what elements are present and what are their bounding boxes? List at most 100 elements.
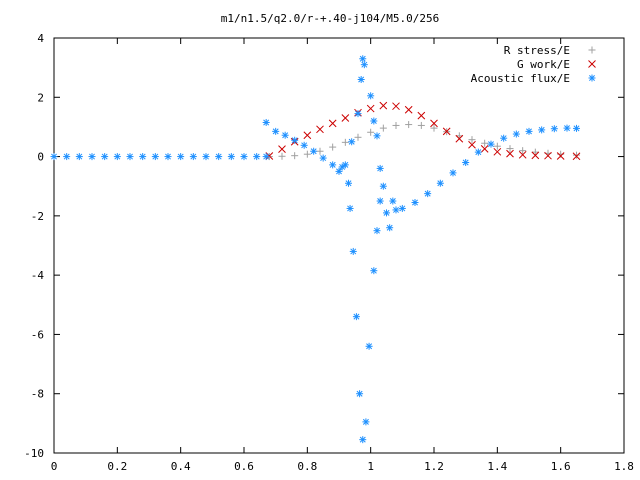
y-tick-label: 2 <box>37 91 44 104</box>
data-point <box>449 169 457 177</box>
data-point <box>328 119 337 128</box>
legend-marker <box>588 74 596 82</box>
data-point <box>164 153 172 161</box>
chart-title: m1/n1.5/q2.0/r-+.40-j104/M5.0/256 <box>221 12 440 25</box>
data-point <box>265 152 274 160</box>
data-point <box>278 152 286 160</box>
data-point <box>300 141 308 149</box>
data-point <box>389 197 397 205</box>
data-point <box>525 127 533 135</box>
data-point <box>189 153 197 161</box>
data-point <box>411 199 419 207</box>
data-point <box>362 418 370 426</box>
x-tick-label: 1 <box>367 460 374 473</box>
data-point <box>573 151 580 159</box>
data-point <box>518 150 527 159</box>
data-point <box>202 153 210 161</box>
data-point <box>227 153 235 161</box>
y-tick-label: -4 <box>31 269 45 282</box>
x-tick-label: 1.2 <box>424 460 444 473</box>
data-point <box>376 164 384 172</box>
data-point <box>215 153 223 161</box>
data-point <box>531 151 540 160</box>
data-point <box>310 147 318 155</box>
data-point <box>392 206 400 214</box>
legend-label: R stress/E <box>504 44 570 57</box>
data-point <box>424 190 432 198</box>
y-tick-label: -6 <box>31 328 44 341</box>
data-point <box>550 125 558 133</box>
data-point <box>354 110 362 118</box>
data-point <box>376 197 384 205</box>
data-point <box>253 153 261 161</box>
x-tick-label: 0.8 <box>297 460 317 473</box>
series-0 <box>265 121 580 161</box>
data-point <box>341 138 349 146</box>
data-point <box>113 153 121 161</box>
data-point <box>500 134 508 142</box>
data-point <box>436 179 444 187</box>
data-point <box>240 153 248 161</box>
data-point <box>291 152 299 160</box>
data-point <box>348 138 356 146</box>
data-point <box>262 153 270 161</box>
data-point <box>126 153 134 161</box>
data-point <box>392 102 400 111</box>
data-point <box>392 121 400 129</box>
y-tick-label: -2 <box>31 210 44 223</box>
data-point <box>360 61 368 69</box>
y-tick-label: -8 <box>31 388 44 401</box>
series-1 <box>265 101 581 161</box>
axis-ticks <box>53 37 625 454</box>
axis-tick-labels: 0 0.2 0.4 0.6 0.8 1 1.2 1.4 1.6 1.8 4 2 0 -2 -4 -6 -8 -10 <box>24 32 634 473</box>
data-point <box>316 147 324 155</box>
data-point <box>101 153 109 161</box>
data-point <box>291 136 299 144</box>
data-point <box>367 92 375 100</box>
data-point <box>335 167 343 175</box>
y-tick-label: 4 <box>37 32 44 45</box>
data-point <box>404 105 413 114</box>
data-point <box>63 153 71 161</box>
data-point <box>462 159 470 166</box>
data-point <box>512 130 520 138</box>
x-tick-label: 1.8 <box>614 460 634 473</box>
data-point <box>338 163 346 171</box>
data-point <box>177 153 185 161</box>
data-point <box>262 118 270 126</box>
data-point <box>151 153 159 161</box>
data-point <box>357 76 365 83</box>
legend-label: Acoustic flux/E <box>471 72 570 85</box>
data-point <box>442 127 451 136</box>
x-tick-label: 1.4 <box>487 460 507 473</box>
data-point <box>493 147 502 156</box>
data-point <box>386 224 394 232</box>
data-point <box>506 149 514 158</box>
data-point <box>481 139 489 147</box>
x-tick-label: 0.6 <box>234 460 254 473</box>
data-point <box>281 131 289 139</box>
data-point <box>373 227 381 235</box>
data-point <box>531 148 539 156</box>
data-point <box>319 154 327 162</box>
data-point <box>303 150 311 158</box>
data-point <box>354 133 362 141</box>
data-point <box>379 124 387 132</box>
data-point <box>455 134 464 143</box>
data-point <box>430 119 438 128</box>
data-point <box>278 145 286 154</box>
data-point <box>563 124 571 132</box>
data-point <box>329 161 337 169</box>
y-tick-label: 0 <box>37 151 44 164</box>
data-point <box>346 204 354 212</box>
data-point <box>468 136 476 144</box>
data-point <box>345 179 352 187</box>
data-point <box>493 142 501 150</box>
data-point <box>468 140 476 149</box>
data-point <box>398 204 406 212</box>
legend-marker <box>588 60 596 68</box>
data-point <box>272 127 280 135</box>
y-tick-label: -10 <box>24 447 44 460</box>
data-point <box>373 132 381 140</box>
